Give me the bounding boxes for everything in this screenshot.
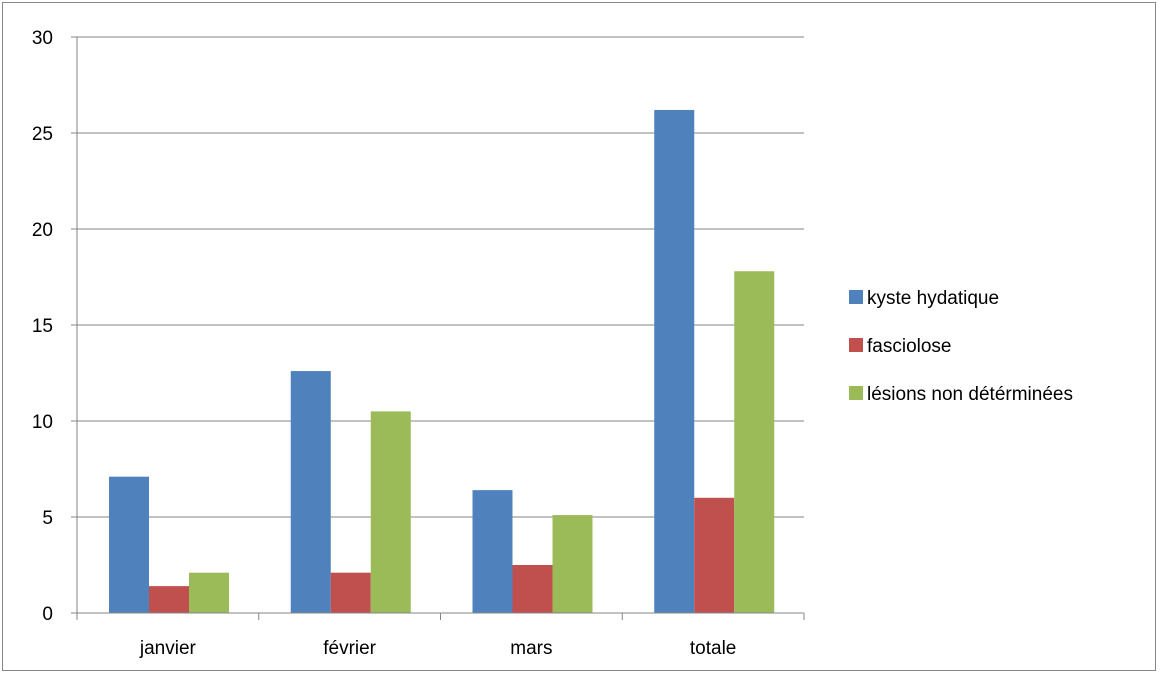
y-axis-tick-labels: 0 5 10 15 20 25 30	[32, 28, 53, 625]
bar-kyste-hydatique-février	[290, 371, 331, 613]
bar-lésions-non-détérminées-janvier	[189, 572, 229, 613]
legend-swatch	[849, 290, 863, 304]
y-tick-label: 0	[42, 604, 53, 625]
legend-swatch	[849, 338, 863, 352]
bar-kyste-hydatique-mars	[472, 490, 513, 613]
x-tick-label: totale	[690, 638, 736, 659]
y-tick-label: 10	[32, 412, 53, 433]
bar-lésions-non-détérminées-totale	[734, 271, 775, 613]
legend-label: fasciolose	[867, 336, 952, 357]
bar-lésions-non-détérminées-février	[370, 411, 411, 613]
x-tick-label: mars	[510, 638, 552, 659]
y-tick-label: 25	[32, 124, 53, 145]
bar-fasciolose-mars	[512, 565, 553, 613]
bar-kyste-hydatique-janvier	[109, 476, 149, 613]
y-tick-label: 15	[32, 316, 53, 337]
gridlines	[77, 36, 804, 518]
bar-fasciolose-totale	[694, 497, 735, 613]
legend-label: kyste hydatique	[867, 288, 999, 309]
bar-fasciolose-février	[330, 572, 371, 613]
y-tick-label: 20	[32, 220, 53, 241]
axes	[71, 36, 805, 620]
x-tick-label: février	[323, 638, 376, 659]
y-tick-label: 5	[42, 508, 53, 529]
bar-kyste-hydatique-totale	[654, 109, 695, 614]
legend-swatch	[849, 386, 863, 400]
legend-label: lésions non détérminées	[867, 384, 1073, 405]
x-tick-label: janvier	[139, 638, 197, 659]
bar-fasciolose-janvier	[149, 586, 189, 613]
bars	[109, 109, 775, 614]
legend: kyste hydatique fasciolose lésions non dét…	[849, 288, 1073, 405]
x-axis-tick-labels: janvier février mars totale	[139, 638, 736, 659]
y-tick-label: 30	[32, 28, 53, 49]
bar-lésions-non-détérminées-mars	[552, 515, 593, 613]
